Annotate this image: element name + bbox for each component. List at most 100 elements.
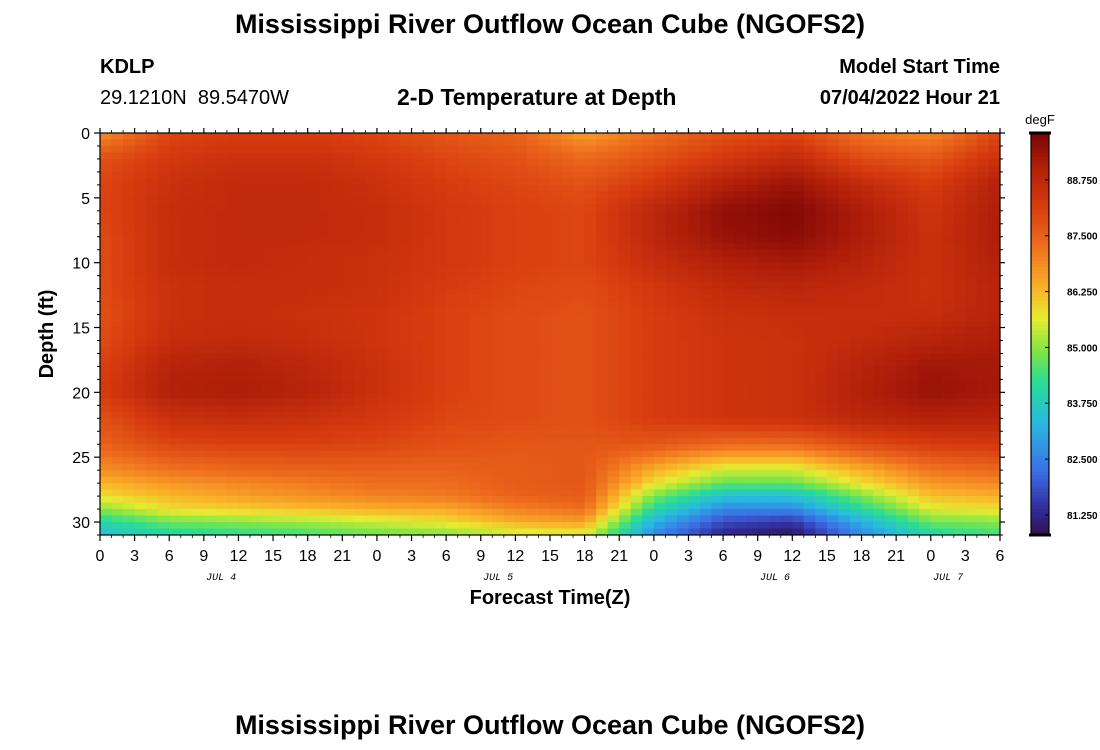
heatmap-cell <box>365 327 378 335</box>
heatmap-cell <box>630 301 643 309</box>
heatmap-cell <box>469 476 482 484</box>
heatmap-cell <box>723 450 736 458</box>
heatmap-cell <box>584 158 597 167</box>
heatmap-cell <box>861 385 874 393</box>
heatmap-cell <box>873 139 886 147</box>
heatmap-cell <box>330 288 343 296</box>
heatmap-cell <box>273 145 286 154</box>
heatmap-cell <box>146 457 159 465</box>
heatmap-cell <box>826 522 840 530</box>
heatmap-cell <box>711 152 724 160</box>
heatmap-cell <box>134 450 147 458</box>
heatmap-cell <box>723 282 736 290</box>
heatmap-cell <box>226 457 240 465</box>
heatmap-cell <box>711 223 724 231</box>
heatmap-cell <box>873 522 886 530</box>
heatmap-cell <box>434 418 447 426</box>
heatmap-cell <box>988 372 1000 380</box>
heatmap-cell <box>630 217 643 225</box>
heatmap-cell <box>607 197 620 205</box>
heatmap-cell <box>850 236 863 244</box>
heatmap-cell <box>561 178 574 186</box>
heatmap-cell <box>850 444 863 452</box>
heatmap-cell <box>965 502 978 510</box>
heatmap-cell <box>630 522 643 530</box>
heatmap-cell <box>388 366 401 374</box>
heatmap-cell <box>238 528 251 535</box>
heatmap-cell <box>123 528 136 535</box>
heatmap-cell <box>930 262 943 270</box>
heatmap-cell <box>653 366 666 374</box>
heatmap-cell <box>100 398 113 406</box>
heatmap-cell <box>157 197 170 205</box>
heatmap-cell <box>676 178 690 186</box>
heatmap-cell <box>757 256 770 264</box>
heatmap-cell <box>457 288 470 296</box>
heatmap-cell <box>803 366 816 374</box>
heatmap-cell <box>780 392 793 400</box>
heatmap-cell <box>330 327 343 335</box>
heatmap-cell <box>653 334 666 342</box>
heatmap-cell <box>653 288 666 296</box>
heatmap-cell <box>873 171 886 179</box>
heatmap-cell <box>734 327 747 335</box>
heatmap-cell <box>976 158 990 167</box>
heatmap-cell <box>930 184 943 192</box>
heatmap-cell <box>169 158 182 167</box>
heatmap-cell <box>826 217 840 225</box>
heatmap-cell <box>100 236 113 244</box>
heatmap-cell <box>723 463 736 471</box>
heatmap-cell <box>342 463 355 471</box>
heatmap-cell <box>573 230 586 238</box>
heatmap-cell <box>457 275 470 283</box>
heatmap-cell <box>780 178 793 186</box>
heatmap-cell <box>146 411 159 419</box>
heatmap-cell <box>907 476 920 484</box>
heatmap-cell <box>873 217 886 225</box>
heatmap-cell <box>630 249 643 257</box>
heatmap-cell <box>596 334 609 342</box>
heatmap-cell <box>342 282 355 290</box>
heatmap-cell <box>826 366 840 374</box>
heatmap-cell <box>861 269 874 277</box>
heatmap-cell <box>711 236 724 244</box>
heatmap-cell <box>550 184 563 192</box>
heatmap-cell <box>330 171 343 179</box>
heatmap-cell <box>307 171 320 179</box>
heatmap-cell <box>746 249 759 257</box>
heatmap-cell <box>376 184 390 192</box>
heatmap-cell <box>342 223 355 231</box>
heatmap-cell <box>723 431 736 439</box>
heatmap-cell <box>757 184 770 192</box>
heatmap-cell <box>826 301 840 309</box>
heatmap-cell <box>146 509 159 517</box>
heatmap-cell <box>526 223 540 231</box>
heatmap-cell <box>861 165 874 173</box>
heatmap-cell <box>515 353 528 361</box>
heatmap-cell <box>757 204 770 212</box>
heatmap-cell <box>896 327 909 335</box>
heatmap-cell <box>873 463 886 471</box>
heatmap-cell <box>353 249 366 257</box>
heatmap-cell <box>238 184 251 192</box>
heatmap-cell <box>353 314 366 322</box>
heatmap-cell <box>284 301 297 309</box>
heatmap-cell <box>238 463 251 471</box>
heatmap-cell <box>665 301 678 309</box>
heatmap-cell <box>861 418 874 426</box>
heatmap-cell <box>723 398 736 406</box>
heatmap-cell <box>134 217 147 225</box>
heatmap-cell <box>111 385 124 393</box>
heatmap-cell <box>642 424 655 432</box>
heatmap-cell <box>411 230 424 238</box>
heatmap-cell <box>584 204 597 212</box>
heatmap-cell <box>215 424 228 432</box>
heatmap-cell <box>180 411 193 419</box>
heatmap-cell <box>676 191 690 199</box>
heatmap-cell <box>676 450 690 458</box>
heatmap-cell <box>192 269 205 277</box>
heatmap-cell <box>261 327 274 335</box>
heatmap-cell <box>953 282 966 290</box>
heatmap-cell <box>780 301 793 309</box>
heatmap-cell <box>688 502 701 510</box>
